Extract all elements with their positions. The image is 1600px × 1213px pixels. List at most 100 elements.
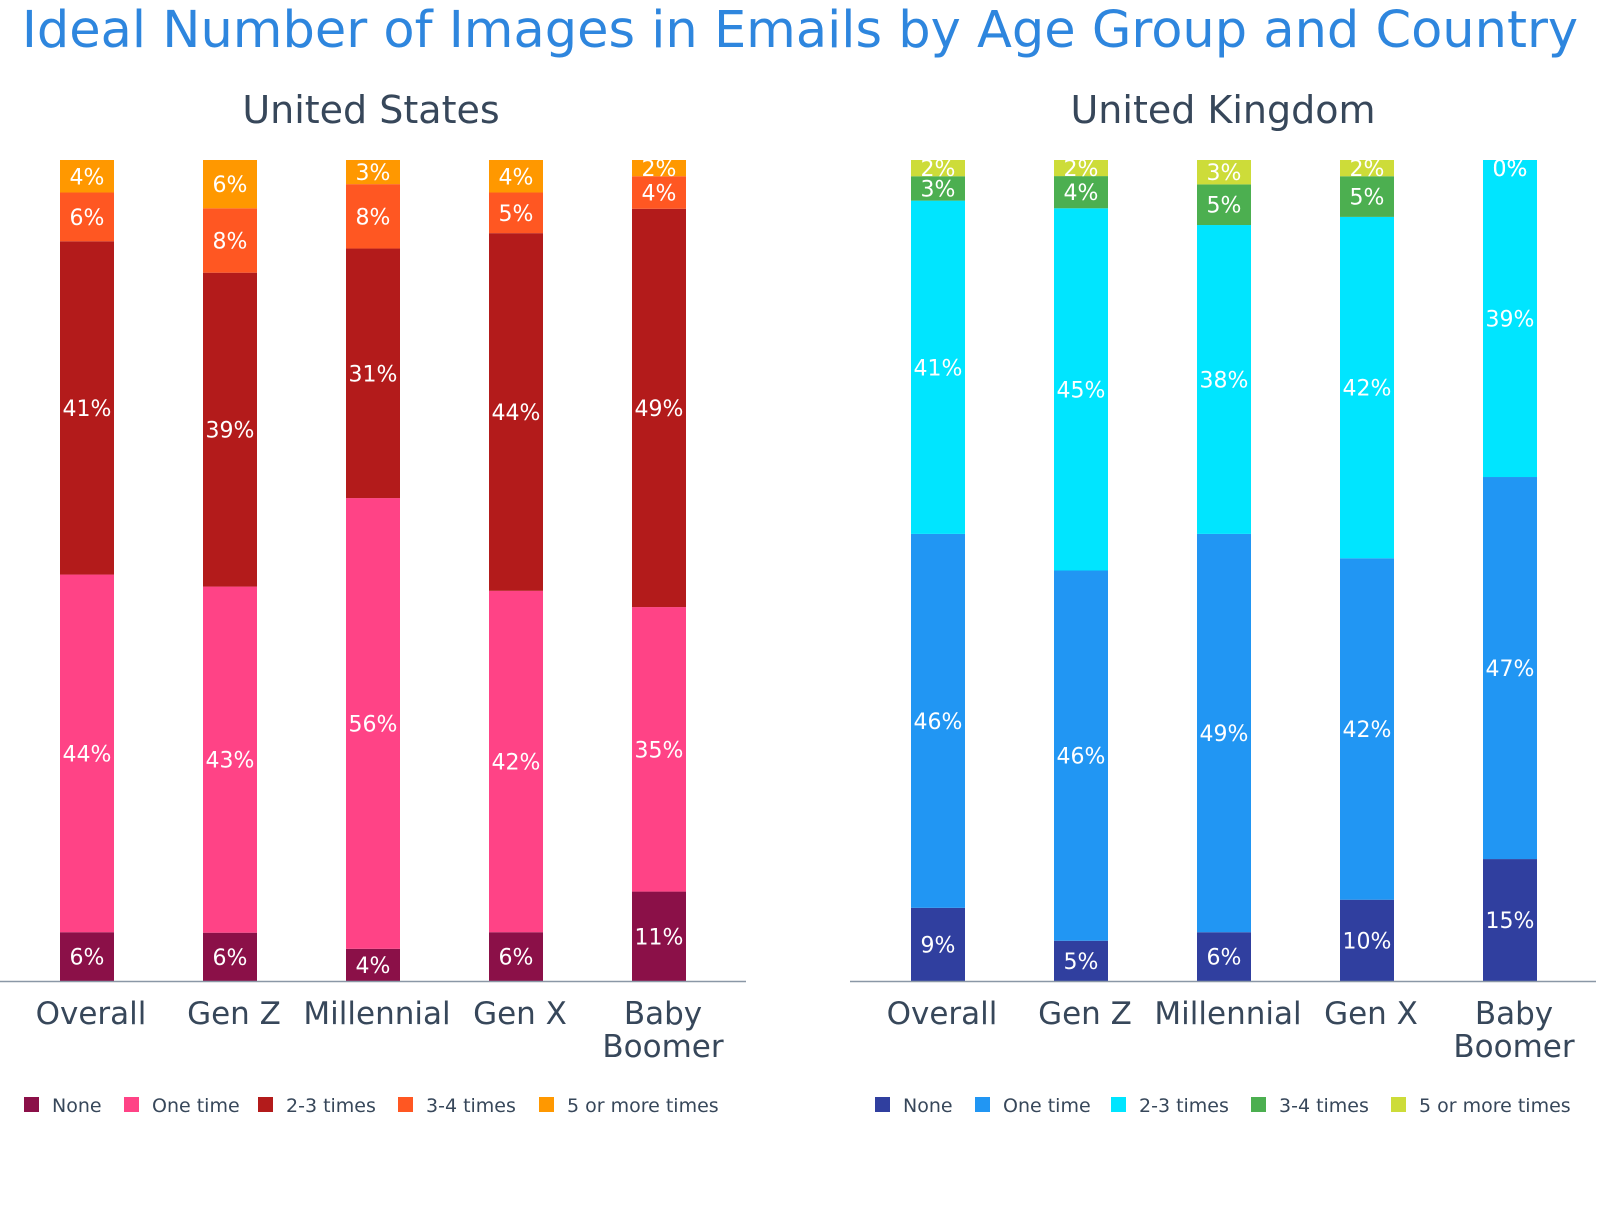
bar-us-gen-x-one-time bbox=[489, 590, 543, 933]
data-label-us-millennial-one-time: 56% bbox=[349, 712, 398, 737]
data-label-us-millennial-3-4-times: 8% bbox=[356, 205, 391, 230]
bar-uk-gen-x-one-time bbox=[1340, 558, 1394, 900]
data-label-uk-gen-z-2-3-times: 45% bbox=[1057, 378, 1106, 403]
bar-uk-baby-boomer-2-3-times bbox=[1483, 160, 1537, 478]
bar-us-millennial-one-time bbox=[346, 498, 400, 949]
legend-label-uk-3-4-times: 3-4 times bbox=[1279, 1095, 1369, 1117]
category-label-us-baby-boomer: Baby Boomer bbox=[602, 996, 723, 1065]
chart-us: United States 6% 44% 41% 6% 4% 6% 43% 39% 8% 6% 4%… bbox=[0, 88, 746, 1117]
legend-label-uk-2-3-times: 2-3 times bbox=[1139, 1095, 1229, 1117]
legend-swatch-us-5-or-more-times bbox=[539, 1097, 554, 1112]
data-label-uk-millennial-one-time: 49% bbox=[1200, 722, 1249, 747]
category-labels-uk: Overall Gen Z Millennial Gen X Baby Boomer bbox=[850, 980, 1596, 1065]
bar-us-baby-boomer-none bbox=[632, 891, 686, 981]
bar-uk-overall-3-4-times bbox=[911, 176, 965, 201]
data-label-us-baby-boomer-5-or-more-times: 2% bbox=[642, 157, 677, 182]
data-label-uk-gen-z-none: 5% bbox=[1064, 950, 1099, 975]
data-label-us-overall-one-time: 44% bbox=[63, 742, 112, 767]
category-label-uk-baby-boomer: Baby Boomer bbox=[1453, 996, 1574, 1065]
bar-us-gen-z-none bbox=[203, 932, 257, 981]
bar-us-overall-none bbox=[60, 932, 114, 981]
data-label-uk-overall-5-or-more-times: 2% bbox=[921, 157, 956, 182]
data-label-uk-overall-2-3-times: 41% bbox=[914, 356, 963, 381]
bars-uk: 9%46%41%3%2%5%46%45%4%2%6%49%38%5%3%10%4… bbox=[911, 157, 1537, 981]
bar-uk-millennial-3-4-times bbox=[1197, 184, 1251, 226]
bar-us-gen-z-3-4-times bbox=[203, 208, 257, 273]
bar-uk-baby-boomer-one-time bbox=[1483, 477, 1537, 860]
bar-uk-gen-z-5-or-more-times bbox=[1054, 160, 1108, 177]
category-label-us-overall: Overall bbox=[36, 996, 147, 1032]
bar-us-gen-x-none bbox=[489, 932, 543, 981]
data-label-us-millennial-none: 4% bbox=[356, 954, 391, 979]
data-label-us-gen-z-none: 6% bbox=[213, 946, 248, 971]
data-label-uk-gen-z-3-4-times: 4% bbox=[1064, 181, 1099, 206]
data-label-uk-millennial-3-4-times: 5% bbox=[1207, 194, 1242, 219]
category-label-uk-overall: Overall bbox=[887, 996, 998, 1032]
legend-label-us-none: None bbox=[52, 1095, 102, 1117]
data-label-uk-gen-x-none: 10% bbox=[1343, 929, 1392, 954]
data-label-uk-gen-z-5-or-more-times: 2% bbox=[1064, 157, 1099, 182]
data-label-us-overall-2-3-times: 41% bbox=[63, 397, 112, 422]
data-label-uk-overall-none: 9% bbox=[921, 933, 956, 958]
legend-swatch-uk-one-time bbox=[975, 1097, 990, 1112]
bar-uk-overall-2-3-times bbox=[911, 200, 965, 534]
bar-uk-gen-z-3-4-times bbox=[1054, 176, 1108, 209]
legend-swatch-us-one-time bbox=[124, 1097, 139, 1112]
legend-label-uk-5-or-more-times: 5 or more times bbox=[1419, 1095, 1571, 1117]
data-label-uk-baby-boomer-none: 15% bbox=[1486, 909, 1535, 934]
category-label-us-gen-z: Gen Z bbox=[187, 996, 281, 1032]
data-label-uk-baby-boomer-2-3-times: 39% bbox=[1486, 308, 1535, 333]
bar-us-gen-z-5-or-more-times bbox=[203, 160, 257, 209]
legend-label-us-5-or-more-times: 5 or more times bbox=[567, 1095, 719, 1117]
bar-us-gen-x-5-or-more-times bbox=[489, 160, 543, 193]
data-label-us-gen-z-5-or-more-times: 6% bbox=[213, 173, 248, 198]
legend-swatch-us-none bbox=[24, 1097, 39, 1112]
data-label-us-overall-none: 6% bbox=[70, 946, 105, 971]
data-label-us-baby-boomer-none: 11% bbox=[635, 925, 684, 950]
bars-us: 6% 44% 41% 6% 4% 6% 43% 39% 8% 6% 4% 56% 31% 8% 3% 6% 42… bbox=[60, 157, 686, 981]
category-label-uk-gen-z: Gen Z bbox=[1038, 996, 1132, 1032]
bar-uk-gen-z-2-3-times bbox=[1054, 208, 1108, 571]
bar-us-gen-z-2-3-times bbox=[203, 272, 257, 587]
data-label-uk-overall-3-4-times: 3% bbox=[921, 177, 956, 202]
bar-uk-millennial-none bbox=[1197, 932, 1251, 981]
bar-uk-overall-5-or-more-times bbox=[911, 160, 965, 177]
data-label-uk-millennial-5-or-more-times: 3% bbox=[1207, 161, 1242, 186]
data-label-uk-millennial-2-3-times: 38% bbox=[1200, 368, 1249, 393]
chart-uk: United Kingdom 9%46%41%3%2%5%46%45%4%2%6… bbox=[850, 88, 1596, 1117]
legend-label-uk-one-time: One time bbox=[1003, 1095, 1091, 1117]
bar-uk-millennial-2-3-times bbox=[1197, 225, 1251, 534]
data-label-uk-baby-boomer-5-or-more-times: 0% bbox=[1493, 157, 1528, 182]
legend-swatch-uk-3-4-times bbox=[1251, 1097, 1266, 1112]
bar-us-millennial-3-4-times bbox=[346, 184, 400, 249]
data-label-uk-millennial-none: 6% bbox=[1207, 946, 1242, 971]
legend-swatch-uk-none bbox=[875, 1097, 890, 1112]
data-label-us-gen-z-3-4-times: 8% bbox=[213, 229, 248, 254]
bar-uk-overall-none bbox=[911, 907, 965, 981]
data-label-us-gen-x-3-4-times: 5% bbox=[499, 202, 534, 227]
data-label-uk-baby-boomer-one-time: 47% bbox=[1486, 657, 1535, 682]
bar-uk-millennial-one-time bbox=[1197, 533, 1251, 933]
data-label-uk-gen-z-one-time: 46% bbox=[1057, 745, 1106, 770]
data-label-us-gen-x-2-3-times: 44% bbox=[492, 401, 541, 426]
category-label-uk-millennial: Millennial bbox=[1154, 996, 1301, 1032]
legend-label-us-3-4-times: 3-4 times bbox=[426, 1095, 516, 1117]
category-label-us-millennial: Millennial bbox=[303, 996, 450, 1032]
data-label-us-baby-boomer-3-4-times: 4% bbox=[642, 182, 677, 207]
category-label-us-gen-x: Gen X bbox=[473, 996, 567, 1032]
bar-us-gen-x-2-3-times bbox=[489, 233, 543, 591]
legend-uk: None One time 2-3 times 3-4 times 5 or more … bbox=[875, 1095, 1571, 1117]
data-label-uk-gen-x-3-4-times: 5% bbox=[1350, 186, 1385, 211]
data-label-us-baby-boomer-2-3-times: 49% bbox=[635, 397, 684, 422]
bar-us-baby-boomer-3-4-times bbox=[632, 176, 686, 209]
legend-swatch-uk-2-3-times bbox=[1111, 1097, 1126, 1112]
bar-us-millennial-5-or-more-times bbox=[346, 160, 400, 185]
legend-swatch-uk-5-or-more-times bbox=[1391, 1097, 1406, 1112]
bar-uk-baby-boomer-none bbox=[1483, 859, 1537, 981]
bar-us-gen-z-one-time bbox=[203, 586, 257, 933]
category-label-uk-gen-x: Gen X bbox=[1324, 996, 1418, 1032]
bar-uk-overall-one-time bbox=[911, 533, 965, 908]
main-title: Ideal Number of Images in Emails by Age … bbox=[22, 1, 1578, 60]
